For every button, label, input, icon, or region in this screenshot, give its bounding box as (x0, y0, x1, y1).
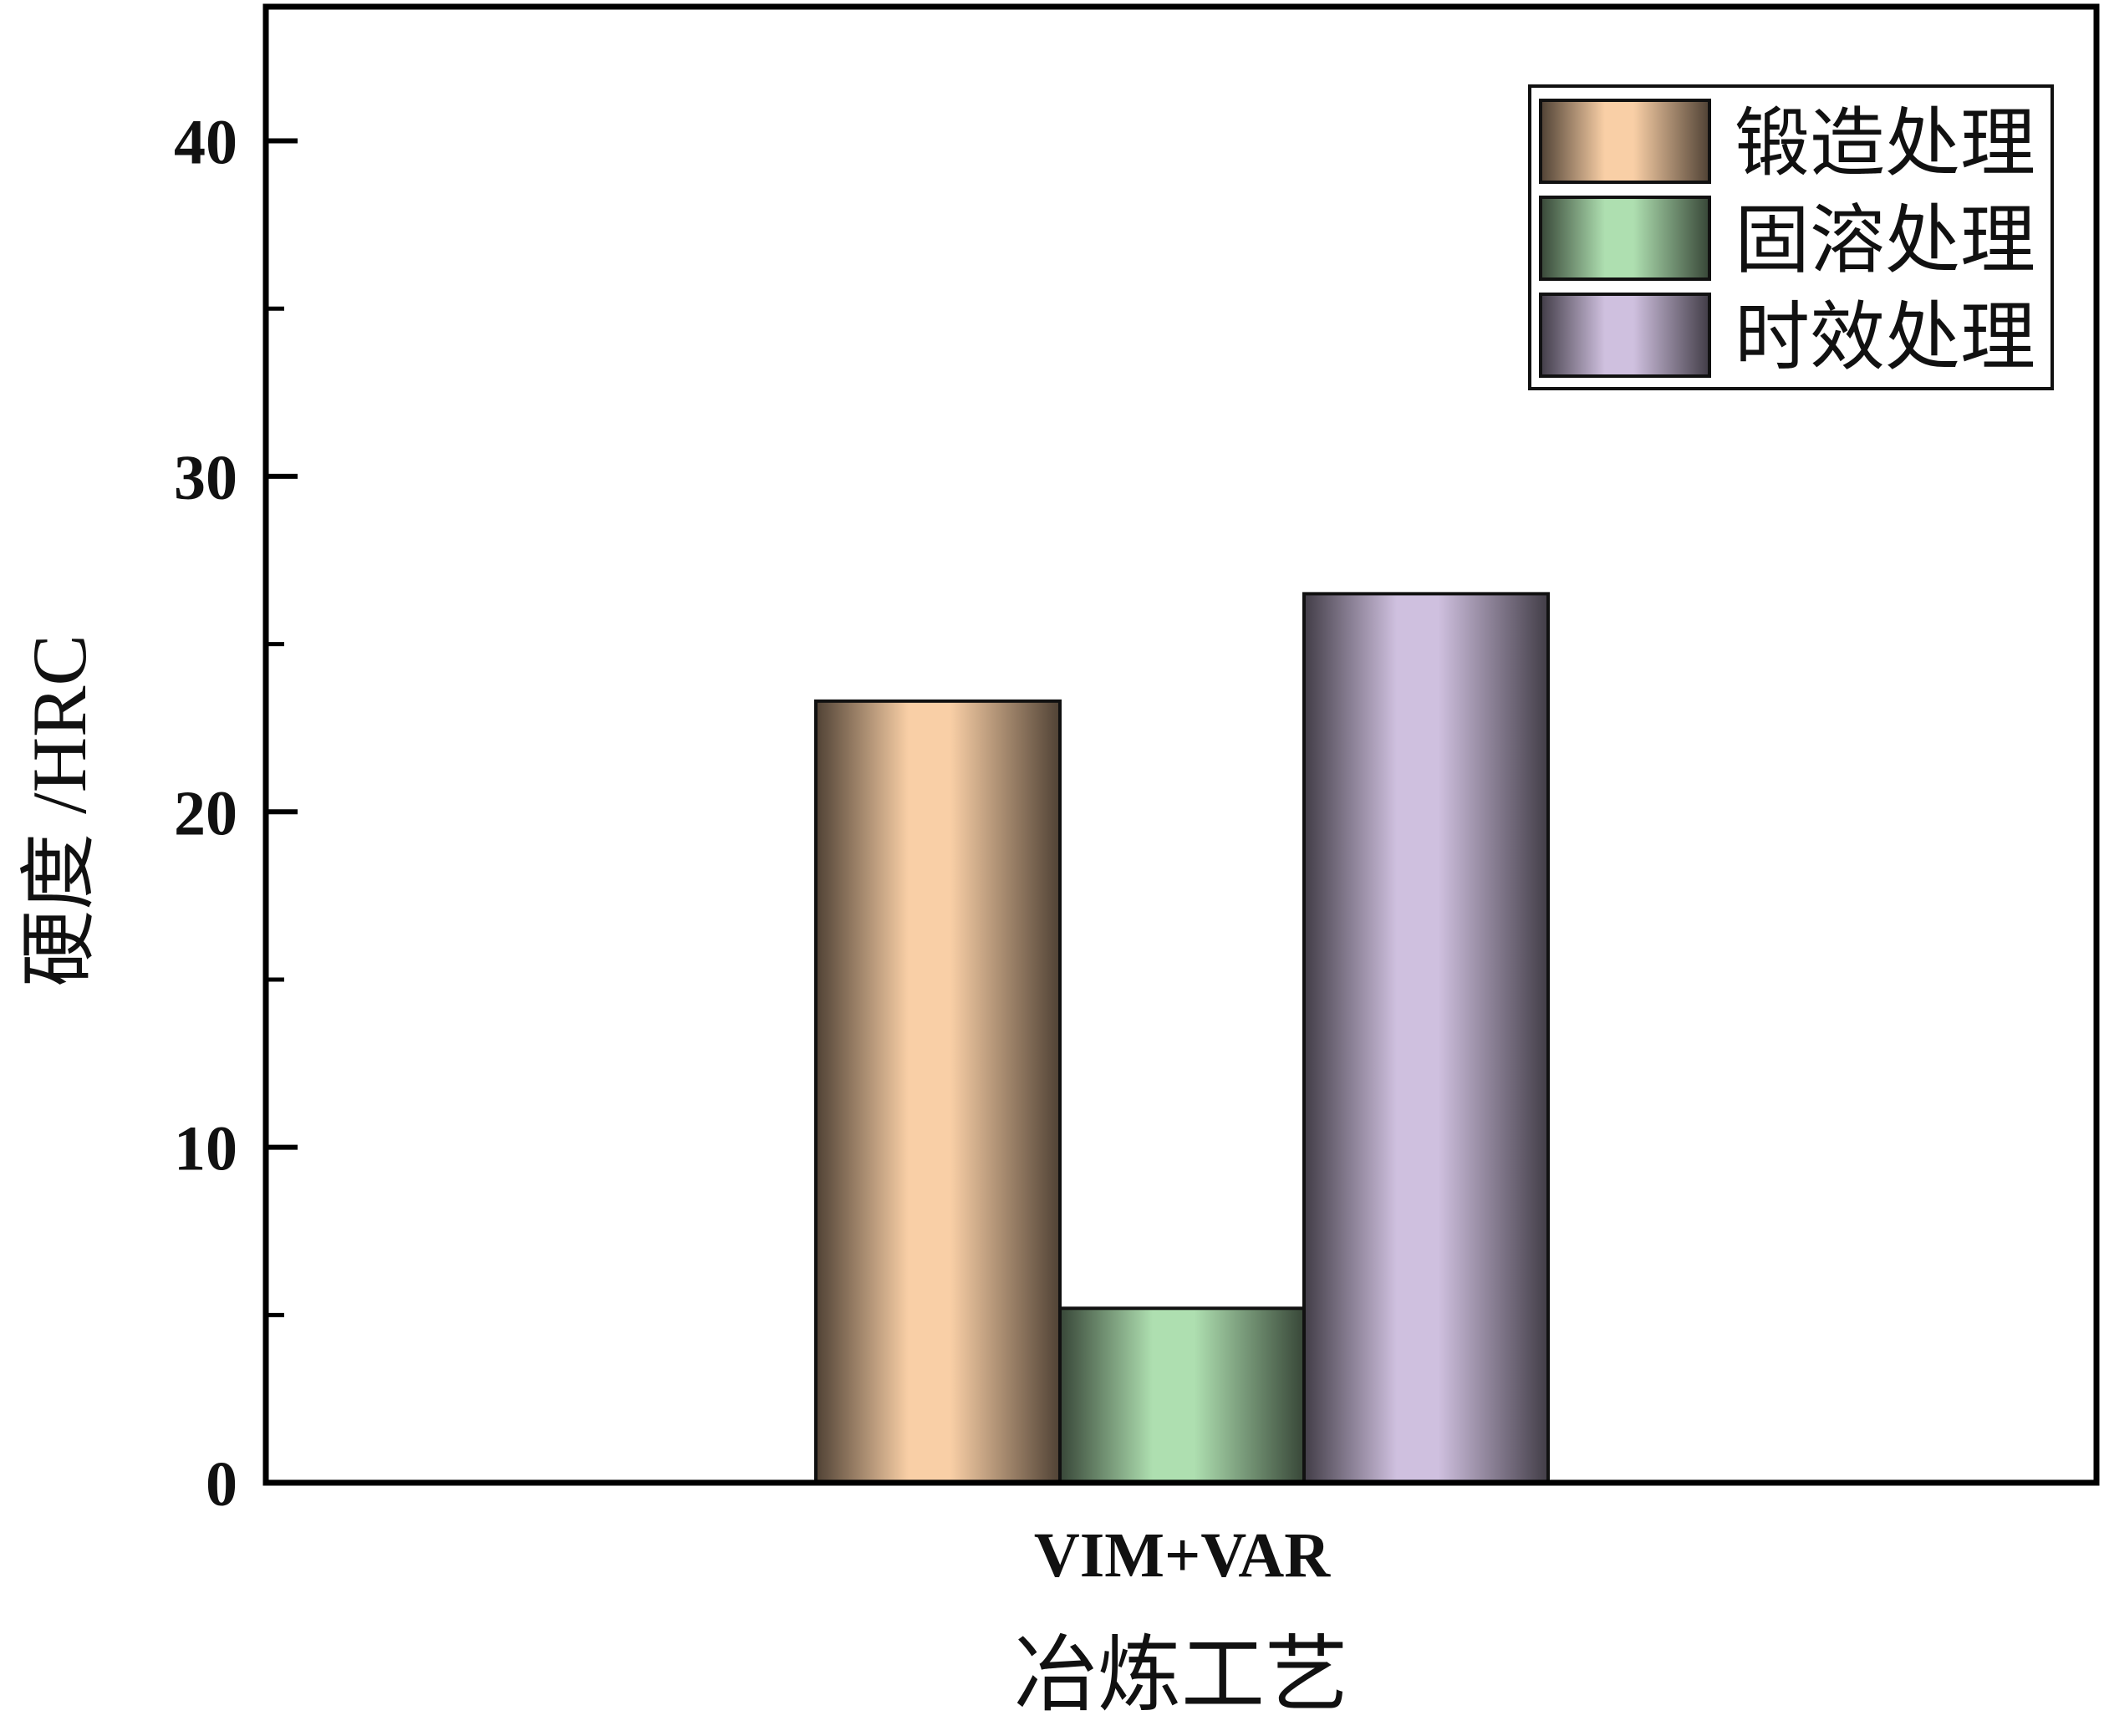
legend-label: 时效处理 (1735, 293, 2035, 381)
x-axis-title: 冶炼工艺 (1014, 1626, 1348, 1723)
bar-3 (1302, 592, 1550, 1484)
bar-2 (1058, 1306, 1306, 1484)
y-tick-label: 10 (174, 1114, 237, 1184)
legend-swatch (1539, 196, 1711, 281)
x-tick-label: VIM+VAR (1034, 1520, 1331, 1591)
y-axis: 0 10 20 30 40 (174, 108, 298, 1520)
y-tick-label: 30 (174, 443, 237, 513)
bars (814, 592, 1550, 1484)
y-tick-label: 40 (174, 108, 237, 178)
y-axis-title: 硬度 /HRC (17, 634, 102, 987)
legend-swatch (1539, 99, 1711, 184)
legend-label: 固溶处理 (1735, 196, 2035, 284)
plot-frame (262, 3, 2100, 1486)
legend-swatch (1539, 293, 1711, 378)
y-tick-label: 20 (174, 778, 237, 848)
y-tick-label: 0 (206, 1449, 237, 1520)
bar-1 (814, 699, 1062, 1484)
x-axis: VIM+VAR (1034, 1520, 1331, 1591)
legend-label: 锻造处理 (1735, 99, 2035, 187)
